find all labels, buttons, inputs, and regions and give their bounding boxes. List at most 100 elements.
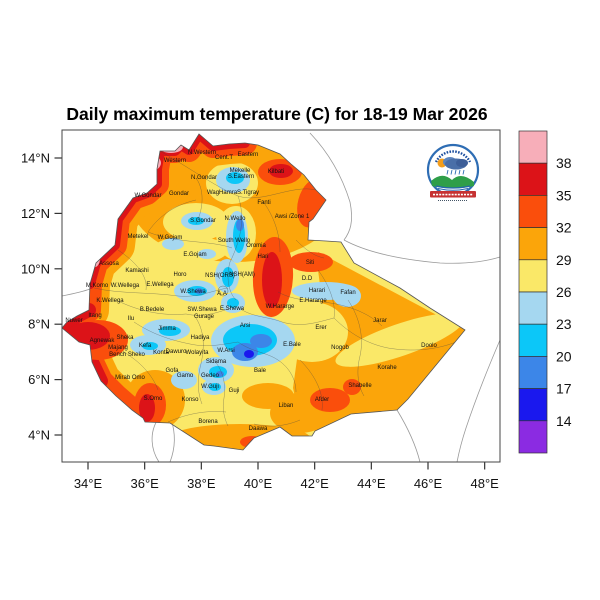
region-label: Erer	[315, 325, 326, 331]
colorbar-label: 32	[556, 220, 572, 236]
colorbar: 38 35 32 29 26 23 20 17 14	[518, 130, 572, 454]
addis-ababa-boundary	[217, 285, 229, 297]
region-label: Sidama	[206, 359, 227, 365]
colorbar-label: 26	[556, 284, 572, 300]
region-label: Nuwer	[65, 318, 82, 324]
region-label: Konso	[181, 397, 199, 403]
temperature-region	[310, 388, 350, 412]
region-label: Ilu	[128, 316, 134, 322]
region-label: Jimma	[158, 326, 176, 332]
zone-boundary	[133, 321, 239, 346]
logo-arc-text	[434, 150, 472, 163]
x-tick-label: 40°E	[244, 476, 273, 491]
temperature-region	[162, 238, 184, 250]
region-label: K.Wellega	[96, 298, 124, 304]
meteorological-institute-logo	[426, 143, 480, 201]
ethiopia-outline	[61, 133, 466, 451]
x-tick-label: 48°E	[470, 476, 499, 491]
region-label: Cent.T	[215, 155, 233, 161]
temperature-region	[119, 152, 161, 174]
rain-icon	[462, 169, 465, 175]
colorbar-label: 14	[556, 413, 572, 429]
temperature-region	[289, 252, 333, 272]
region-label: Jarar	[373, 318, 387, 324]
region-label: Fafan	[340, 290, 355, 296]
region-label: Gamo	[177, 373, 194, 379]
temperature-region	[209, 383, 221, 391]
region-label: Fanti	[257, 200, 270, 206]
plot-frame	[61, 129, 501, 463]
temperature-region	[66, 322, 110, 350]
region-label: S.Eastern	[228, 174, 254, 180]
region-label: Kamashi	[125, 268, 148, 274]
rain-icon	[446, 169, 449, 175]
region-label: N.Western	[188, 150, 216, 156]
region-label: Borena	[198, 419, 218, 425]
zone-boundaries	[93, 150, 457, 427]
region-label: W.Hararge	[266, 304, 295, 310]
temperature-region	[244, 350, 254, 358]
region-label: Daawa	[249, 426, 268, 432]
y-tick-label: 12°N	[21, 206, 50, 221]
temperature-region	[242, 383, 294, 409]
y-tick-label: 8°N	[28, 317, 50, 332]
colorbar-cell	[518, 420, 548, 454]
zone-boundary	[185, 305, 237, 316]
region-label: M.Komo	[86, 283, 109, 289]
rain-icon	[450, 169, 453, 175]
region-label: Bale	[254, 368, 267, 374]
temperature-region	[250, 334, 272, 348]
temperature-region	[159, 326, 181, 336]
y-tick-label: 10°N	[21, 261, 50, 276]
region-label: NSH(ORS)	[205, 273, 235, 279]
temperature-region	[171, 371, 197, 389]
colorbar-label: 20	[556, 348, 572, 364]
region-label: W.Wellega	[111, 283, 140, 289]
zone-boundary	[227, 195, 242, 301]
colorbar-cell	[518, 291, 548, 325]
region-label: N.Wello	[225, 216, 247, 222]
figure-title: Daily maximum temperature (C) for 18-19 …	[66, 104, 487, 124]
x-tick-label: 44°E	[357, 476, 386, 491]
colorbar-cell	[518, 259, 548, 293]
border-line	[151, 418, 175, 463]
zone-boundary	[277, 291, 383, 327]
temperature-region	[333, 285, 361, 307]
zone-boundary	[299, 359, 323, 411]
zone-boundary	[147, 199, 197, 233]
colorbar-cell	[518, 130, 548, 164]
region-label: Kefa	[139, 343, 152, 349]
region-label: Hadiya	[191, 335, 210, 341]
ethiopia-temperature-field	[62, 134, 465, 450]
region-label: E.Gojam	[183, 252, 206, 258]
zone-boundary	[123, 351, 159, 391]
zone-boundary	[115, 299, 187, 315]
region-label: A.A	[217, 291, 227, 297]
region-label: Eastern	[238, 152, 259, 158]
temperature-region	[226, 172, 244, 184]
y-tick-label: 4°N	[28, 428, 50, 443]
zone-boundary	[147, 231, 233, 249]
region-label: Western	[164, 158, 186, 164]
region-label: Dawuro	[166, 349, 187, 355]
region-label: Assosa	[99, 261, 119, 267]
colorbar-label: 23	[556, 316, 572, 332]
region-label: Arsi	[240, 323, 250, 329]
region-label: S.Gondar	[190, 218, 216, 224]
zone-boundary	[235, 305, 335, 325]
temperature-region	[198, 249, 216, 259]
temperature-region	[317, 213, 343, 231]
neighbor-country-borders	[61, 132, 501, 463]
region-label: Gofa	[165, 368, 179, 374]
temperature-region	[195, 288, 203, 294]
zone-boundary	[195, 317, 204, 405]
x-tick-label: 36°E	[130, 476, 159, 491]
region-label: Mirab Omo	[115, 375, 145, 381]
region-label: Awsi /Zone 1	[275, 214, 310, 220]
region-label: W.Gondar	[134, 193, 161, 199]
region-label: W.Gojam	[158, 235, 183, 241]
zone-boundary	[167, 411, 227, 423]
rain-icon	[454, 169, 457, 175]
